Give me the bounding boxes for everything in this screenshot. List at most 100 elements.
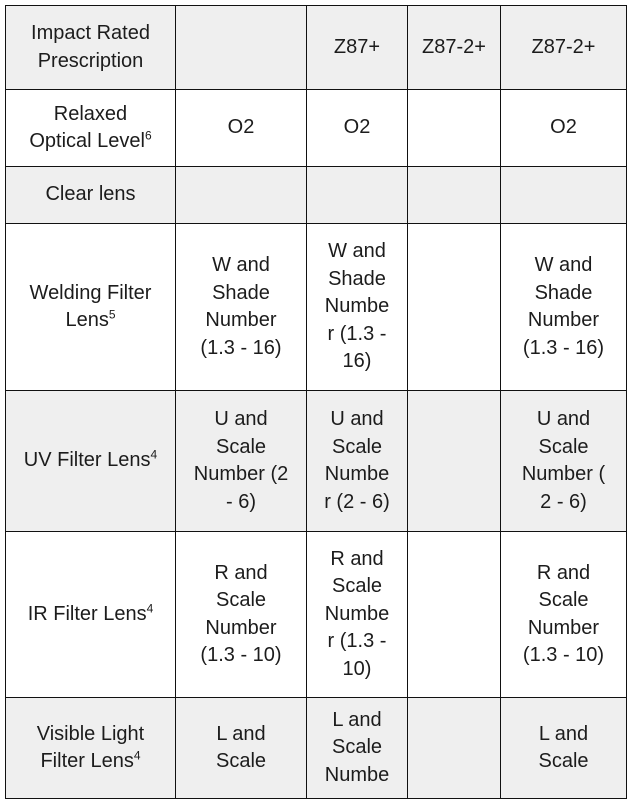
cell-text-line: W and bbox=[534, 254, 593, 276]
cell-text-line: Scale bbox=[538, 589, 589, 611]
table-cell: R and Scale Numbe r (1.3 - 10) bbox=[306, 531, 408, 698]
cell-text-line: r (2 - 6) bbox=[324, 490, 390, 513]
row-label-line: Impact Rated bbox=[10, 20, 171, 48]
table-cell bbox=[175, 5, 307, 90]
cell-text-line: Shade bbox=[212, 281, 270, 304]
table-cell: W and Shade Number (1.3 - 16) bbox=[175, 223, 307, 391]
cell-text-line: Scale bbox=[538, 435, 589, 458]
cell-text-line: Scale bbox=[331, 575, 383, 598]
cell-text-line: 2 - 6) bbox=[540, 490, 587, 513]
table-cell bbox=[175, 166, 307, 224]
table-cell: U and Scale Number (2 - 6) bbox=[175, 390, 307, 532]
footnote-marker: 4 bbox=[146, 601, 154, 616]
label-text: Lens bbox=[65, 309, 109, 331]
table-row: IR Filter Lens4 R and Scale Number (1.3 - 10… bbox=[5, 531, 627, 698]
table-cell: U and Scale Number ( 2 - 6) bbox=[500, 390, 627, 532]
cell-text-line: Shade bbox=[328, 267, 386, 290]
cell-text-line: Scale bbox=[331, 435, 383, 458]
cell-text-line: W and bbox=[328, 240, 386, 263]
label-text: Clear lens bbox=[45, 183, 136, 206]
cell-text-line: Scale bbox=[215, 750, 267, 772]
cell-text-line: Numbe bbox=[324, 463, 390, 485]
table-cell bbox=[306, 166, 408, 224]
cell-text-line: Number bbox=[527, 309, 600, 331]
table-cell: W and Shade Number (1.3 - 16) bbox=[500, 223, 627, 391]
row-label-line: Visible Light bbox=[10, 721, 171, 749]
row-label-line: Welding Filter bbox=[10, 280, 171, 308]
row-label-line: Filter Lens4 bbox=[10, 748, 171, 776]
cell-text-line: U and bbox=[536, 408, 591, 430]
table-cell bbox=[407, 89, 501, 167]
table-cell: L and Scale bbox=[175, 697, 307, 799]
label-text: Filter Lens bbox=[40, 750, 134, 772]
cell-text-line: r (1.3 - bbox=[327, 322, 387, 345]
cell-text-line: (1.3 - 10) bbox=[522, 644, 605, 666]
row-label: IR Filter Lens4 bbox=[5, 531, 176, 698]
table-cell: O2 bbox=[500, 89, 627, 167]
table-cell bbox=[407, 531, 501, 698]
table-cell: Z87-2+ bbox=[407, 5, 501, 90]
table-cell bbox=[407, 390, 501, 532]
cell-text-line: Z87+ bbox=[333, 35, 381, 58]
cell-text-line: Number bbox=[205, 309, 277, 331]
cell-text-line: - 6) bbox=[226, 490, 256, 513]
table-cell: Z87-2+ bbox=[500, 5, 627, 90]
row-label-line: Optical Level6 bbox=[10, 128, 171, 156]
cell-text-line: Numbe bbox=[324, 295, 390, 318]
cell-text-line: Number bbox=[527, 616, 600, 639]
cell-text-line: L and bbox=[332, 708, 382, 731]
cell-text-line: r (1.3 - bbox=[327, 630, 387, 653]
cell-text-line: W and bbox=[212, 254, 270, 276]
row-label-line: IR Filter Lens4 bbox=[10, 601, 171, 629]
table-row: Clear lens bbox=[5, 166, 627, 224]
row-label: Welding Filter Lens5 bbox=[5, 223, 176, 391]
cell-text-line: Number ( bbox=[521, 463, 606, 485]
table-row: UV Filter Lens4 U and Scale Number (2- 6) U … bbox=[5, 390, 627, 532]
footnote-marker: 4 bbox=[150, 447, 158, 462]
table-row: Relaxed Optical Level6 O2 O2 O2 bbox=[5, 89, 627, 167]
table-cell: L and Scale bbox=[500, 697, 627, 799]
label-text: Visible Light bbox=[36, 722, 145, 745]
row-label: Relaxed Optical Level6 bbox=[5, 89, 176, 167]
cell-text-line: Z87-2+ bbox=[531, 35, 596, 58]
row-label-line: Relaxed bbox=[10, 101, 171, 129]
table-cell bbox=[500, 166, 627, 224]
lens-markings-table: Impact Rated Prescription Z87+ Z87-2+ Z87-2+… bbox=[5, 5, 627, 799]
cell-text-line: 16) bbox=[342, 350, 372, 373]
table-cell: L and Scale Numbe bbox=[306, 697, 408, 799]
table-cell bbox=[407, 223, 501, 391]
cell-text-line: 10) bbox=[342, 657, 372, 680]
row-label: Visible Light Filter Lens4 bbox=[5, 697, 176, 799]
cell-text-line: Z87-2+ bbox=[422, 35, 486, 58]
table-cell: W and Shade Numbe r (1.3 - 16) bbox=[306, 223, 408, 391]
table-row: Welding Filter Lens5 W and Shade Number (1.3 … bbox=[5, 223, 627, 391]
label-text: Impact Rated bbox=[31, 22, 150, 44]
row-label: Clear lens bbox=[5, 166, 176, 224]
table-cell: O2 bbox=[306, 89, 408, 167]
cell-text-line: Scale bbox=[538, 750, 589, 772]
row-label-line: UV Filter Lens4 bbox=[10, 447, 171, 475]
cell-text-line: Scale bbox=[215, 435, 267, 458]
footnote-marker: 6 bbox=[144, 128, 152, 143]
cell-text-line: R and bbox=[214, 561, 268, 584]
label-text: Prescription bbox=[37, 49, 144, 72]
cell-text-line: O2 bbox=[227, 116, 255, 139]
cell-text-line: U and bbox=[214, 408, 268, 430]
label-text: UV Filter Lens bbox=[23, 449, 151, 472]
table-cell: O2 bbox=[175, 89, 307, 167]
cell-text-line: R and bbox=[536, 561, 591, 584]
cell-text-line: Scale bbox=[331, 736, 383, 759]
cell-text-line: O2 bbox=[550, 116, 577, 139]
label-text: Welding Filter bbox=[29, 281, 152, 304]
cell-text-line: (1.3 - 16) bbox=[522, 336, 605, 359]
cell-text-line: R and bbox=[330, 547, 384, 570]
table-row: Visible Light Filter Lens4 L and Scale L and… bbox=[5, 697, 627, 799]
table-cell bbox=[407, 166, 501, 224]
cell-text-line: Scale bbox=[215, 589, 267, 611]
table-cell: Z87+ bbox=[306, 5, 408, 90]
table-cell: R and Scale Number (1.3 - 10) bbox=[500, 531, 627, 698]
table-cell: U and Scale Numbe r (2 - 6) bbox=[306, 390, 408, 532]
label-text: Optical Level bbox=[29, 130, 145, 152]
cell-text-line: U and bbox=[330, 408, 384, 430]
cell-text-line: L and bbox=[216, 722, 266, 745]
